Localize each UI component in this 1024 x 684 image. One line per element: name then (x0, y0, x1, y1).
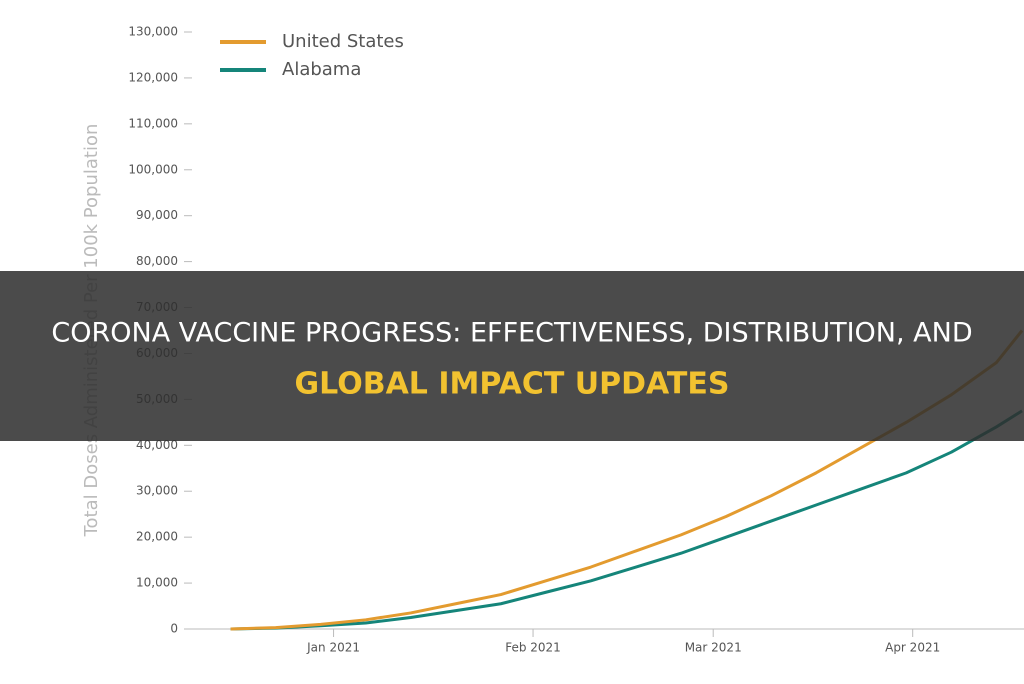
y-tick-label: 110,000 (128, 116, 178, 130)
y-tick-label: 90,000 (136, 208, 178, 222)
y-tick-label: 0 (170, 622, 178, 636)
legend-label: United States (282, 31, 404, 52)
banner-line1: CORONA VACCINE PROGRESS: EFFECTIVENESS, … (51, 318, 972, 349)
x-tick-label: Mar 2021 (685, 641, 742, 655)
banner-line2: GLOBAL IMPACT UPDATES (295, 367, 730, 402)
y-tick-label: 80,000 (136, 254, 178, 268)
y-tick-label: 20,000 (136, 530, 178, 544)
y-tick-label: 30,000 (136, 484, 178, 498)
legend-label: Alabama (282, 59, 361, 80)
x-tick-label: Feb 2021 (505, 641, 561, 655)
banner (0, 271, 1024, 441)
y-tick-label: 130,000 (128, 25, 178, 39)
x-tick-label: Jan 2021 (306, 641, 360, 655)
x-tick-label: Apr 2021 (885, 641, 940, 655)
y-tick-label: 100,000 (128, 162, 178, 176)
y-tick-label: 40,000 (136, 438, 178, 452)
series-line (230, 409, 1023, 631)
y-tick-label: 120,000 (128, 70, 178, 84)
y-tick-label: 10,000 (136, 576, 178, 590)
